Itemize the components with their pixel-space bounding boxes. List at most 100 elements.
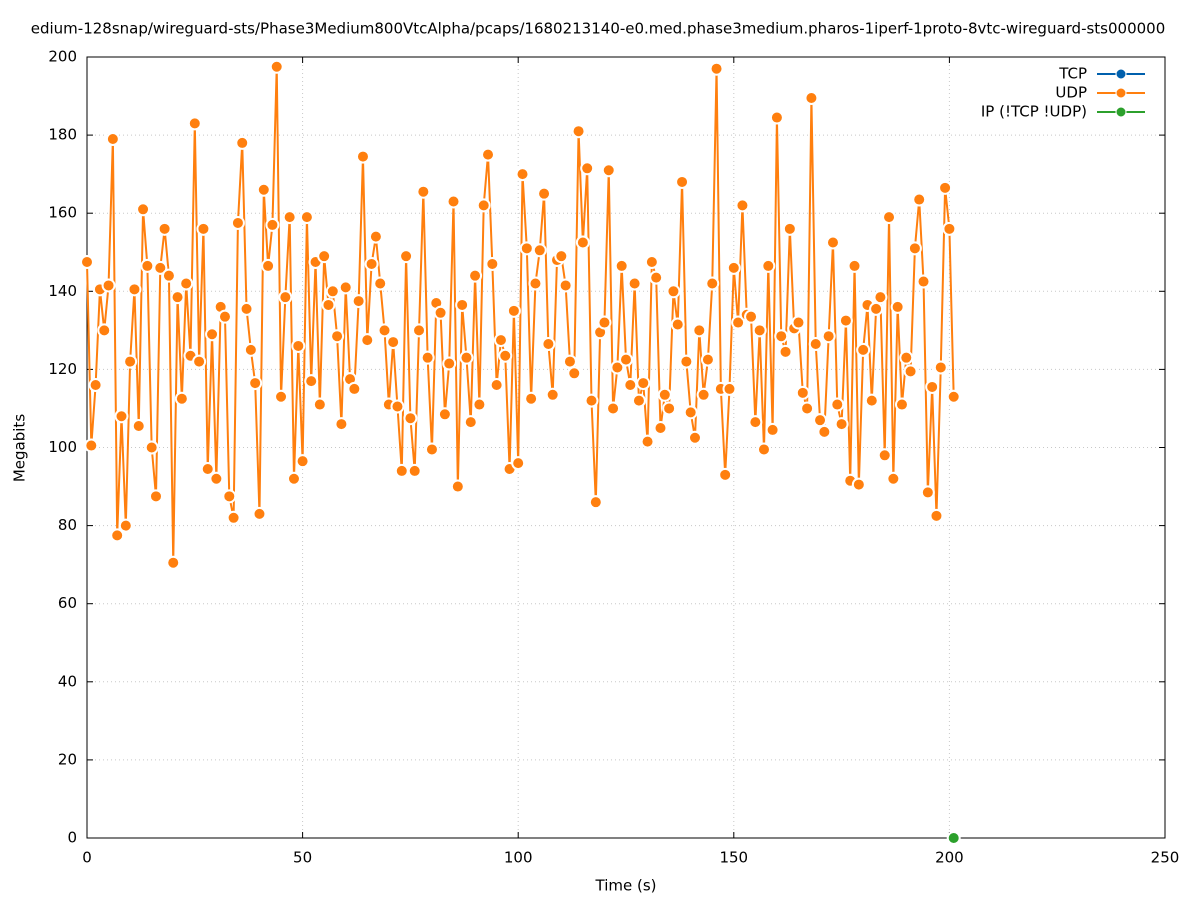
- data-point: [588, 495, 603, 510]
- x-tick-label: 250: [1151, 849, 1180, 867]
- data-point: [597, 315, 612, 330]
- data-point: [636, 376, 651, 391]
- data-point: [450, 479, 465, 494]
- data-point: [817, 424, 832, 439]
- data-point: [368, 229, 383, 244]
- legend-marker: [1115, 87, 1127, 99]
- data-point: [226, 510, 241, 525]
- data-point: [364, 256, 379, 271]
- data-point: [519, 241, 534, 256]
- data-point: [894, 397, 909, 412]
- chart-title: edium-128snap/wireguard-sts/Phase3Medium…: [31, 20, 1166, 38]
- data-point: [726, 260, 741, 275]
- data-point: [442, 356, 457, 371]
- data-point: [640, 434, 655, 449]
- data-point: [338, 280, 353, 295]
- data-point: [209, 471, 224, 486]
- data-point: [110, 528, 125, 543]
- data-point: [412, 323, 427, 338]
- data-point: [748, 415, 763, 430]
- data-point: [515, 167, 530, 182]
- data-point: [416, 184, 431, 199]
- data-point: [545, 387, 560, 402]
- y-tick-label: 120: [48, 360, 77, 378]
- data-point: [481, 147, 496, 162]
- data-point: [696, 387, 711, 402]
- y-tick-label: 20: [58, 750, 77, 768]
- data-point: [239, 301, 254, 316]
- data-point: [675, 174, 690, 189]
- data-point: [493, 333, 508, 348]
- data-point: [869, 301, 884, 316]
- data-point: [248, 376, 263, 391]
- data-point: [834, 417, 849, 432]
- data-point: [882, 210, 897, 225]
- data-point: [765, 422, 780, 437]
- data-point: [800, 401, 815, 416]
- data-point: [205, 327, 220, 342]
- data-point: [360, 333, 375, 348]
- data-point: [217, 309, 232, 324]
- data-point: [825, 235, 840, 250]
- data-point: [666, 284, 681, 299]
- data-point: [347, 381, 362, 396]
- data-point: [420, 350, 435, 365]
- data-point: [877, 448, 892, 463]
- data-point: [912, 192, 927, 207]
- data-point: [851, 477, 866, 492]
- series-line: [86, 66, 955, 563]
- data-point: [644, 255, 659, 270]
- data-point: [437, 407, 452, 422]
- data-point: [325, 284, 340, 299]
- data-point: [864, 393, 879, 408]
- data-point: [304, 374, 319, 389]
- data-point: [153, 260, 168, 275]
- data-point: [623, 378, 638, 393]
- data-point: [459, 350, 474, 365]
- y-tick-label: 200: [48, 48, 77, 66]
- data-point: [511, 456, 526, 471]
- data-point: [256, 182, 271, 197]
- data-point: [463, 415, 478, 430]
- data-point: [541, 337, 556, 352]
- data-point: [170, 290, 185, 305]
- data-point: [468, 268, 483, 283]
- data-point: [489, 378, 504, 393]
- data-point: [722, 381, 737, 396]
- data-point: [769, 110, 784, 125]
- data-point: [105, 132, 120, 147]
- x-tick-label: 0: [82, 849, 92, 867]
- y-tick-label: 60: [58, 594, 77, 612]
- data-point: [899, 350, 914, 365]
- data-point: [528, 276, 543, 291]
- data-point: [127, 282, 142, 297]
- data-point: [627, 276, 642, 291]
- data-point: [657, 387, 672, 402]
- data-point: [252, 506, 267, 521]
- data-point: [761, 258, 776, 273]
- data-point: [330, 329, 345, 344]
- data-point: [718, 467, 733, 482]
- data-point: [140, 258, 155, 273]
- data-point: [179, 276, 194, 291]
- data-point: [88, 378, 103, 393]
- data-point: [373, 276, 388, 291]
- data-point: [424, 442, 439, 457]
- data-point: [131, 419, 146, 434]
- y-tick-label: 140: [48, 282, 77, 300]
- data-point: [903, 364, 918, 379]
- data-point: [938, 180, 953, 195]
- data-point: [619, 352, 633, 367]
- data-point: [472, 397, 487, 412]
- data-point: [97, 323, 112, 338]
- data-point: [856, 342, 871, 357]
- data-point: [476, 198, 491, 213]
- data-point: [631, 393, 646, 408]
- data-point: [196, 221, 211, 236]
- data-point: [390, 399, 405, 414]
- data-point: [235, 135, 250, 150]
- data-point: [192, 354, 207, 369]
- data-point: [933, 360, 948, 375]
- data-point: [735, 198, 750, 213]
